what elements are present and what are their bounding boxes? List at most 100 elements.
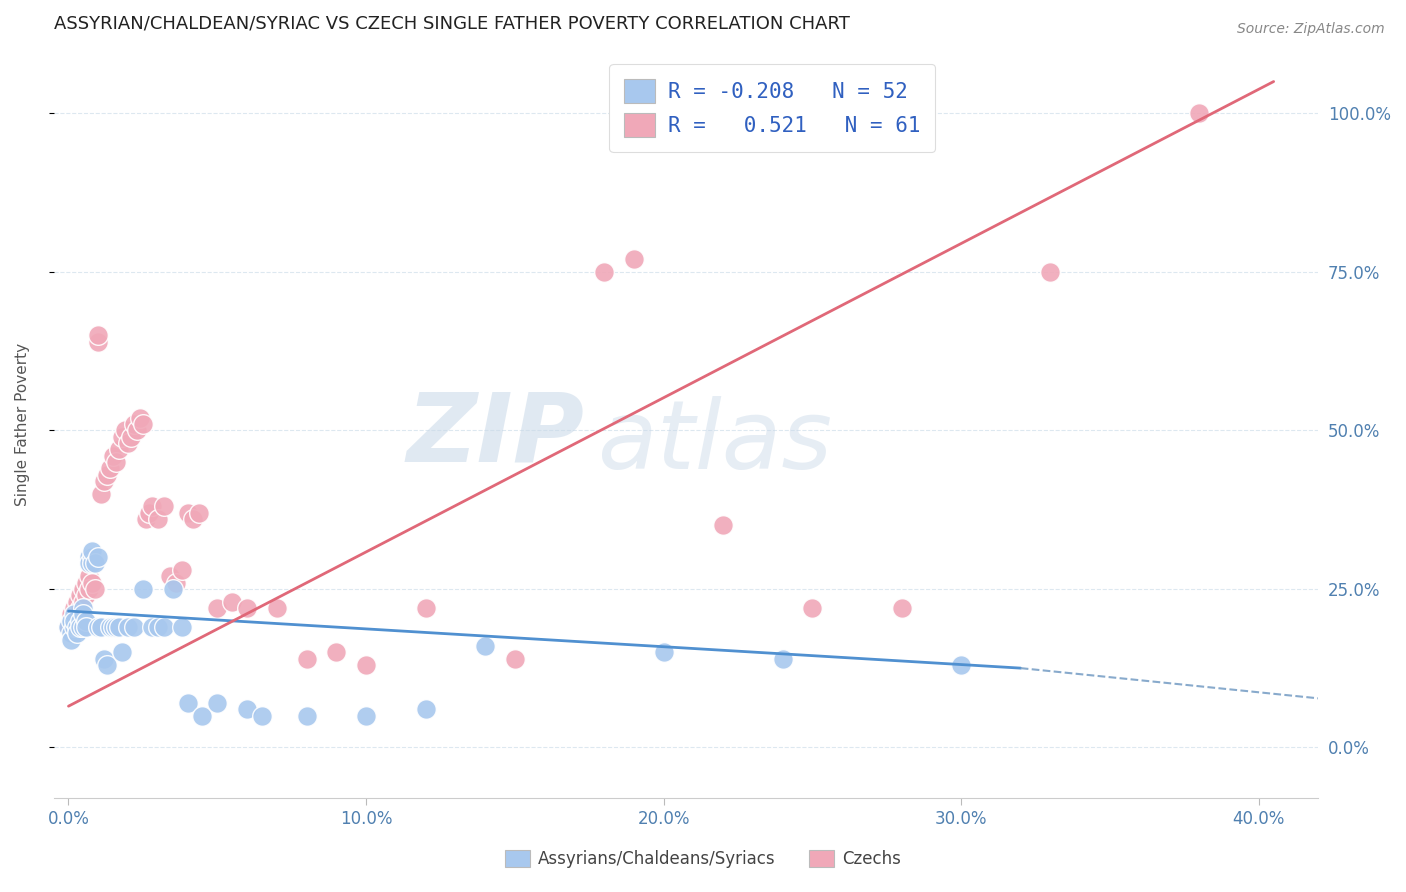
- Point: [60, 614, 83, 628]
- Point: [84, 557, 107, 571]
- Point: [63, 607, 86, 622]
- Point: [60, 607, 83, 622]
- Point: [79, 557, 101, 571]
- Point: [415, 702, 437, 716]
- Point: [132, 582, 155, 596]
- Point: [652, 645, 675, 659]
- Legend: Assyrians/Chaldeans/Syriacs, Czechs: Assyrians/Chaldeans/Syriacs, Czechs: [498, 843, 908, 875]
- Point: [207, 696, 229, 710]
- Point: [165, 575, 187, 590]
- Point: [170, 563, 193, 577]
- Point: [191, 708, 214, 723]
- Point: [111, 645, 134, 659]
- Point: [415, 600, 437, 615]
- Point: [122, 620, 145, 634]
- Point: [79, 550, 101, 565]
- Point: [96, 467, 118, 482]
- Point: [66, 607, 89, 622]
- Point: [60, 614, 83, 628]
- Point: [152, 620, 174, 634]
- Point: [159, 569, 181, 583]
- Point: [801, 600, 824, 615]
- Point: [82, 544, 104, 558]
- Point: [146, 620, 169, 634]
- Point: [75, 620, 97, 634]
- Point: [132, 417, 155, 431]
- Point: [176, 696, 198, 710]
- Point: [141, 620, 163, 634]
- Point: [162, 582, 184, 596]
- Point: [60, 626, 83, 640]
- Point: [58, 620, 80, 634]
- Point: [1039, 265, 1062, 279]
- Point: [75, 614, 97, 628]
- Point: [176, 506, 198, 520]
- Point: [711, 518, 734, 533]
- Point: [98, 620, 121, 634]
- Point: [69, 588, 91, 602]
- Point: [69, 620, 91, 634]
- Point: [111, 430, 134, 444]
- Point: [101, 620, 124, 634]
- Point: [75, 588, 97, 602]
- Text: ZIP: ZIP: [406, 389, 585, 482]
- Point: [593, 265, 616, 279]
- Point: [66, 620, 89, 634]
- Point: [236, 702, 259, 716]
- Legend: R = -0.208   N = 52, R =   0.521   N = 61: R = -0.208 N = 52, R = 0.521 N = 61: [609, 64, 935, 152]
- Point: [108, 442, 131, 457]
- Point: [69, 614, 91, 628]
- Point: [98, 461, 121, 475]
- Point: [101, 449, 124, 463]
- Point: [950, 657, 973, 672]
- Text: Source: ZipAtlas.com: Source: ZipAtlas.com: [1237, 22, 1385, 37]
- Point: [474, 639, 496, 653]
- Point: [58, 620, 80, 634]
- Point: [93, 474, 115, 488]
- Point: [82, 575, 104, 590]
- Point: [325, 645, 347, 659]
- Point: [82, 550, 104, 565]
- Point: [87, 620, 110, 634]
- Point: [72, 600, 94, 615]
- Point: [114, 423, 136, 437]
- Point: [69, 600, 91, 615]
- Point: [890, 600, 912, 615]
- Text: ASSYRIAN/CHALDEAN/SYRIAC VS CZECH SINGLE FATHER POVERTY CORRELATION CHART: ASSYRIAN/CHALDEAN/SYRIAC VS CZECH SINGLE…: [53, 15, 849, 33]
- Point: [96, 657, 118, 672]
- Point: [87, 328, 110, 343]
- Point: [117, 436, 139, 450]
- Point: [772, 651, 794, 665]
- Point: [236, 600, 259, 615]
- Point: [63, 614, 86, 628]
- Point: [79, 582, 101, 596]
- Point: [250, 708, 273, 723]
- Point: [90, 487, 112, 501]
- Point: [82, 557, 104, 571]
- Text: atlas: atlas: [598, 396, 832, 489]
- Point: [93, 651, 115, 665]
- Point: [63, 620, 86, 634]
- Point: [152, 500, 174, 514]
- Point: [221, 594, 243, 608]
- Point: [138, 506, 160, 520]
- Point: [87, 334, 110, 349]
- Point: [90, 620, 112, 634]
- Point: [503, 651, 526, 665]
- Point: [75, 575, 97, 590]
- Point: [87, 550, 110, 565]
- Point: [122, 417, 145, 431]
- Point: [170, 620, 193, 634]
- Point: [117, 620, 139, 634]
- Point: [63, 614, 86, 628]
- Point: [66, 626, 89, 640]
- Point: [125, 423, 148, 437]
- Y-axis label: Single Father Poverty: Single Father Poverty: [15, 343, 30, 506]
- Point: [72, 607, 94, 622]
- Point: [207, 600, 229, 615]
- Point: [295, 651, 318, 665]
- Point: [72, 620, 94, 634]
- Point: [129, 410, 152, 425]
- Point: [105, 455, 128, 469]
- Point: [72, 594, 94, 608]
